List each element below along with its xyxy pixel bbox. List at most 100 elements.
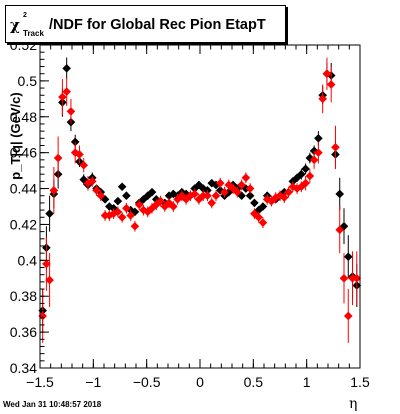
data-point [122,203,131,213]
x-tick-label: 0.5 [244,374,264,390]
data-point [309,155,319,165]
x-tick-label: 0 [196,374,204,390]
data-point [169,202,178,211]
x-axis-label: η [349,396,358,412]
data-point [339,273,349,283]
data-point [75,150,84,159]
data-point [250,198,259,208]
data-point [241,173,251,183]
data-point [297,169,306,179]
data-point [352,273,362,283]
data-point [53,153,63,163]
plot-frame [39,44,361,369]
data-point [245,184,255,193]
data-point [117,212,127,222]
chart-title: /NDF for Global Rec Pion EtapT [49,17,266,33]
series-black [38,57,362,333]
title-subscript: Track [23,29,44,38]
data-point [113,196,123,206]
data-point [139,205,148,215]
y-tick-label: 0.34 [10,360,37,376]
data-point [331,142,340,152]
data-point [305,153,315,163]
chart-title-box: χ 2 Track /NDF for Global Rec Pion EtapT [5,5,286,43]
data-point [173,195,182,204]
y-tick-label: 0.36 [10,324,37,340]
series-red [38,57,362,343]
data-point [284,187,293,197]
data-point [233,187,242,197]
y-tick-label: 0.46 [10,145,37,161]
data-point [335,225,345,235]
data-point [96,191,106,201]
data-point [343,252,353,262]
x-tick-label: −1 [85,374,101,390]
title-chi-symbol: χ [10,16,20,34]
data-point [292,184,302,193]
y-tick-label: 0.38 [10,288,37,304]
data-point [66,107,76,116]
data-point [164,198,174,208]
y-tick-label: 0.5 [18,73,38,89]
data-point [100,195,110,204]
data-point [87,177,97,186]
data-point [220,187,229,197]
data-point [117,182,127,192]
y-axis-label: p_T|q| (GeV/c) [8,92,23,179]
data-point [126,211,135,220]
data-point [224,180,234,190]
data-point [245,191,255,201]
data-point [194,195,204,204]
data-point [318,94,327,104]
tick-labels-layer: −1.5 −1 −0.5 0 0.5 1 1.5 0.34 0.36 0.38 0.4 0.42 0.4… [10,37,370,390]
y-tick-label: 0.42 [10,216,37,232]
data-point [279,193,289,202]
data-point [42,259,51,269]
data-point [113,207,123,217]
data-point [228,184,238,193]
data-point [215,178,225,188]
data-point [288,182,298,192]
data-point [194,180,204,190]
data-point [130,221,140,231]
data-point [198,184,208,193]
data-points-layer [38,57,362,343]
data-point [301,164,310,174]
data-point [134,200,144,210]
data-point [62,64,71,73]
data-point [62,87,71,96]
y-tick-label: 0.48 [10,109,37,125]
data-point [322,69,332,79]
data-point [45,209,54,218]
data-point [292,173,302,183]
data-point [211,191,221,201]
data-point [326,80,336,89]
data-point [301,178,310,188]
data-point [203,191,212,201]
data-point [254,212,263,222]
data-point [258,218,268,227]
data-point [49,186,59,195]
data-point [169,189,178,199]
x-tick-label: −0.5 [133,374,161,390]
y-tick-label: 0.4 [18,252,38,268]
data-point [156,196,165,206]
axes-frame [39,44,361,369]
data-point [254,205,263,215]
x-tick-label: −1.5 [26,374,54,390]
data-point [105,211,114,220]
data-point [250,209,259,218]
data-point [139,195,148,204]
data-point [262,195,272,204]
data-point [45,275,54,285]
data-point [58,92,67,102]
data-point [79,175,89,184]
data-point [92,186,101,195]
title-superscript: 2 [23,12,27,19]
x-tick-label: 1.5 [350,374,370,390]
data-point [335,189,345,199]
data-point [122,191,131,201]
data-point [314,134,323,143]
timestamp-footer: Wed Jan 31 10:48:57 2018 [3,400,102,409]
